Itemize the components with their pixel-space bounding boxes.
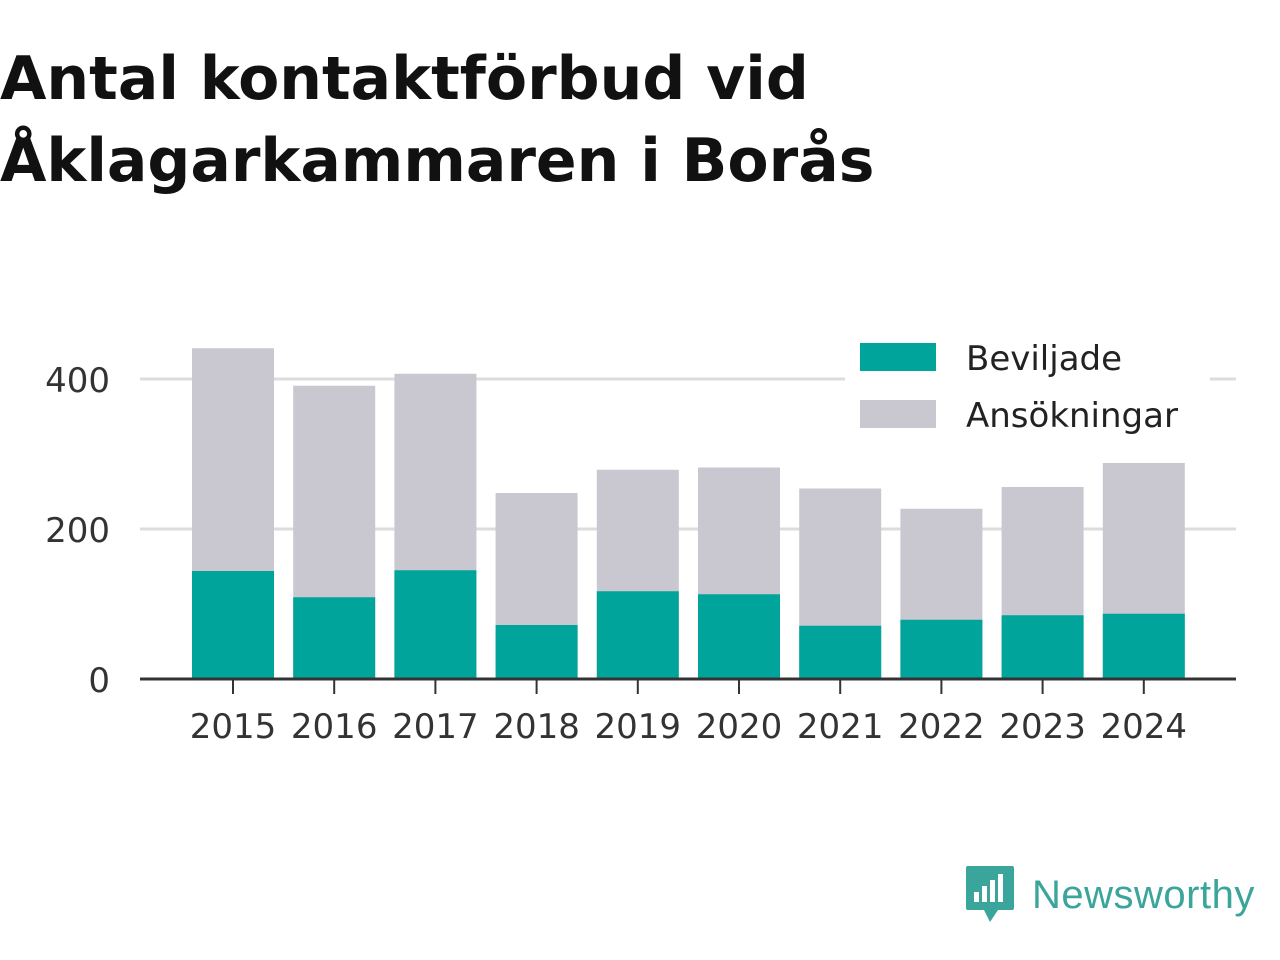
chart-title-line-1: Antal kontaktförbud vid [0,44,809,114]
brand-name: Newsworthy [1032,872,1255,917]
x-tick-label: 2016 [291,707,378,747]
x-tick-label: 2023 [999,707,1086,747]
bar-beviljade [596,591,679,679]
x-tick-label: 2019 [595,707,682,747]
bar-beviljade [495,625,578,679]
bar-beviljade [1102,613,1185,679]
legend-label: Ansökningar [966,396,1178,436]
bar-beviljade [394,570,477,679]
bar-beviljade [900,619,983,679]
bar-beviljade [293,597,376,679]
bar-beviljade [192,571,274,679]
x-tick-label: 2020 [696,707,783,747]
x-tick-label: 2022 [898,707,985,747]
legend-swatch [860,343,936,371]
brand-logo: Newsworthy [964,860,1255,930]
x-tick-label: 2024 [1101,707,1188,747]
chart-title-line-2: Åklagarkammaren i Borås [0,126,875,196]
newsworthy-logo-icon [966,866,1014,922]
chart-title: Antal kontaktförbud vid Åklagarkammaren … [0,38,1000,202]
legend-label: Beviljade [966,339,1122,379]
bar-beviljade [698,594,780,679]
bar-beviljade [1001,615,1084,679]
x-tick-label: 2017 [392,707,479,747]
bar-beviljade [799,625,882,679]
x-tick-label: 2021 [797,707,884,747]
y-tick-label: 0 [88,661,110,701]
y-tick-label: 400 [45,361,110,401]
x-tick-label: 2015 [190,707,277,747]
x-tick-label: 2018 [493,707,580,747]
y-tick-label: 200 [45,511,110,551]
legend-swatch [860,400,936,428]
